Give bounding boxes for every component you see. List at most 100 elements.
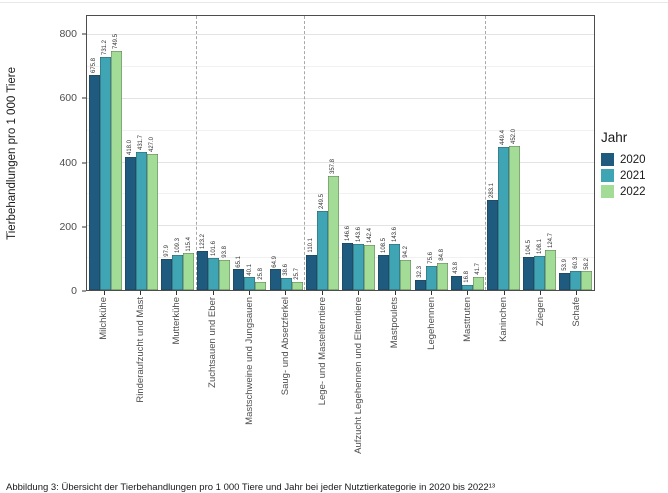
- page-top-rule: [0, 2, 668, 3]
- x-tick-mark: [503, 291, 505, 295]
- bar-slot: 108.5: [378, 16, 390, 290]
- gridline-major: [87, 34, 594, 36]
- y-tick-mark: [82, 162, 86, 164]
- bar-value-label: 108.5: [380, 238, 387, 254]
- bar-2022: [545, 250, 557, 290]
- bar-value-label: 431.7: [138, 135, 145, 151]
- bar-group: 53.9 60.3 58.2: [558, 16, 594, 290]
- bar-value-label: 65.1: [235, 255, 242, 268]
- bar-slot: 142.4: [364, 16, 376, 290]
- bar-2020: [124, 156, 136, 290]
- bar-value-label: 115.4: [185, 236, 192, 252]
- bar-group: 97.9 109.3 115.4: [159, 16, 195, 290]
- x-axis-label-text: Lege- und Mastelterntiere: [316, 297, 328, 406]
- x-axis-label: Schafe: [559, 297, 595, 469]
- bar-2020: [523, 256, 535, 290]
- bar-2022: [472, 276, 484, 290]
- bar-slot: 40.1: [244, 16, 256, 290]
- y-axis: 0 200 400 600 800: [0, 15, 86, 297]
- bar-slot: 94.2: [400, 16, 412, 290]
- y-tick-label: 200: [59, 220, 77, 233]
- bar-slot: 97.9: [161, 16, 173, 290]
- bar-2020: [414, 279, 426, 290]
- x-axis-label-text: Legehennen: [425, 297, 437, 350]
- bar-2022: [255, 281, 267, 290]
- bar-group: 146.6 143.6 142.4: [341, 16, 377, 290]
- bar-value-label: 675.8: [91, 57, 98, 73]
- x-axis-label-text: Zuchtsauen und Eber: [207, 297, 219, 388]
- legend-label-2020: 2020: [620, 153, 646, 166]
- x-axis-ticks: [86, 291, 595, 295]
- x-axis-label: Milchkühe: [86, 297, 122, 469]
- y-tick-label: 800: [59, 28, 77, 41]
- bar-value-label: 452.0: [511, 128, 518, 144]
- x-tick-mark: [176, 291, 178, 295]
- bar-value-label: 109.3: [174, 238, 181, 254]
- x-tick-mark: [140, 291, 142, 295]
- bar-slot: 84.8: [436, 16, 448, 290]
- bar-2022: [400, 260, 412, 290]
- bar-value-label: 40.1: [246, 263, 253, 276]
- bar-value-label: 283.1: [489, 182, 496, 198]
- legend-swatch-2020: [601, 153, 614, 166]
- x-axis-label: Ziegen: [522, 297, 558, 469]
- bar-group: 64.9 38.6 25.7: [268, 16, 304, 290]
- gridline-major: [87, 225, 594, 227]
- x-tick-mark: [576, 291, 578, 295]
- bar-slot: 109.3: [172, 16, 184, 290]
- bar-slot: 124.7: [545, 16, 557, 290]
- plot-panel: 675.8 731.2 749.5 418.0 431.7 427.0 97.9 109.3 1…: [86, 15, 595, 291]
- bar-2021: [534, 255, 546, 290]
- bar-value-label: 75.6: [428, 252, 435, 264]
- bar-2020: [305, 254, 317, 290]
- bar-2022: [146, 153, 158, 290]
- bar-slot: 16.8: [461, 16, 473, 290]
- x-axis-label: Lege- und Mastelterntiere: [304, 297, 340, 469]
- bar-slot: 123.2: [197, 16, 209, 290]
- x-tick-mark: [285, 291, 287, 295]
- bar-value-label: 146.6: [344, 226, 351, 242]
- y-tick-label: 0: [71, 285, 77, 297]
- bar-value-label: 418.0: [127, 139, 134, 155]
- gridline-minor: [87, 193, 594, 195]
- bar-2022: [183, 253, 195, 290]
- bar-slot: 115.4: [183, 16, 195, 290]
- bar-slot: 249.5: [316, 16, 328, 290]
- legend-swatch-2022: [601, 185, 614, 198]
- bar-slot: 25.7: [291, 16, 303, 290]
- bar-value-label: 749.5: [113, 34, 120, 50]
- bar-slot: 357.8: [327, 16, 339, 290]
- bar-group: 123.2 101.6 93.8: [196, 16, 232, 290]
- bar-slot: 418.0: [124, 16, 136, 290]
- x-axis-label: Rinderaufzucht und Mast: [122, 297, 158, 469]
- bar-value-label: 143.6: [391, 227, 398, 243]
- bar-value-label: 60.3: [572, 257, 579, 269]
- bar-value-label: 357.8: [330, 159, 337, 175]
- x-tick-mark: [358, 291, 360, 295]
- bar-value-label: 249.5: [319, 193, 326, 209]
- bar-slot: 32.3: [414, 16, 426, 290]
- bar-2022: [436, 262, 448, 290]
- bar-value-label: 93.8: [221, 246, 228, 259]
- bar-2021: [316, 210, 328, 290]
- figure-caption: Abbildung 3: Übersicht der Tierbehandlun…: [6, 482, 496, 493]
- bar-group: 65.1 40.1 25.8: [232, 16, 268, 290]
- gridline-minor: [87, 257, 594, 259]
- bar-slot: 75.6: [425, 16, 437, 290]
- y-tick-mark: [82, 33, 86, 35]
- bar-slot: 452.0: [508, 16, 520, 290]
- bar-group: 283.1 449.4 452.0: [485, 16, 521, 290]
- bar-2022: [581, 271, 593, 290]
- x-tick-mark: [394, 291, 396, 295]
- bar-2021: [99, 57, 111, 290]
- bar-2021: [570, 270, 582, 290]
- bar-value-label: 427.0: [149, 136, 156, 152]
- x-axis-label: Mutterkühe: [159, 297, 195, 469]
- bar-value-label: 101.6: [210, 240, 217, 256]
- x-axis-label-text: Mutterkühe: [171, 297, 183, 345]
- bar-slot: 104.5: [523, 16, 535, 290]
- bar-slot: 60.3: [570, 16, 582, 290]
- legend-title: Jahr: [601, 130, 628, 145]
- legend-label-2021: 2021: [620, 169, 646, 182]
- x-axis-label: Mastpoulets: [377, 297, 413, 469]
